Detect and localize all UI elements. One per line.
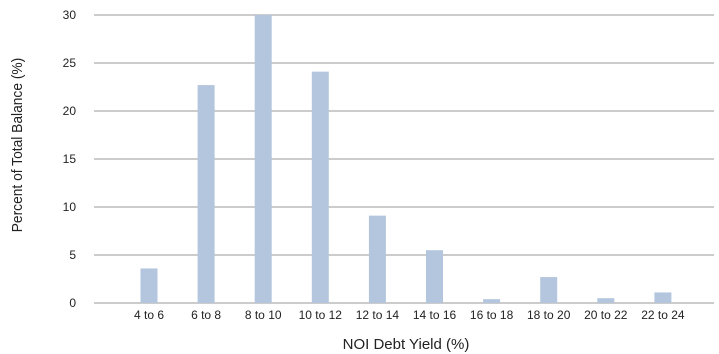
x-tick-label: 22 to 24	[641, 308, 685, 322]
y-tick-labels: 0 5 10 15 20 25 30	[63, 8, 77, 310]
bar	[197, 85, 215, 303]
x-tick-label: 18 to 20	[527, 308, 571, 322]
bar	[368, 215, 386, 303]
y-tick-label: 15	[63, 152, 77, 166]
bar	[483, 299, 501, 303]
bar	[654, 292, 672, 303]
y-tick-label: 10	[63, 200, 77, 214]
bar	[540, 277, 558, 303]
x-tick-labels: 4 to 6 6 to 8 8 to 10 10 to 12 12 to 14 14 to…	[134, 308, 685, 322]
bars	[140, 15, 672, 303]
x-tick-label: 10 to 12	[299, 308, 343, 322]
x-tick-label: 16 to 18	[470, 308, 514, 322]
x-tick-label: 8 to 10	[245, 308, 282, 322]
x-tick-label: 14 to 16	[413, 308, 457, 322]
y-tick-label: 0	[69, 296, 76, 310]
x-axis-title: NOI Debt Yield (%)	[343, 336, 470, 353]
bar	[254, 15, 272, 303]
y-axis-title: Percent of Total Balance (%)	[10, 58, 27, 233]
bar	[311, 71, 329, 303]
y-tick-label: 20	[63, 104, 77, 118]
x-tick-label: 20 to 22	[584, 308, 628, 322]
x-tick-label: 4 to 6	[134, 308, 164, 322]
bar	[140, 268, 158, 303]
y-tick-label: 30	[63, 8, 77, 22]
bar	[426, 250, 443, 303]
y-tick-label: 25	[63, 56, 77, 70]
y-tick-label: 5	[69, 248, 76, 262]
bar	[597, 298, 615, 303]
gridlines	[94, 14, 714, 304]
x-tick-label: 6 to 8	[191, 308, 221, 322]
x-tick-label: 12 to 14	[356, 308, 400, 322]
